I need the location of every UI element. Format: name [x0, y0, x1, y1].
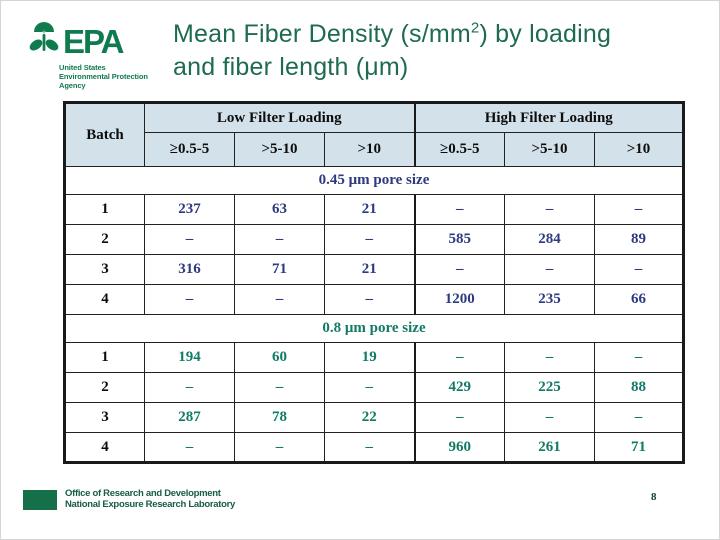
value-cell: 22	[323, 402, 416, 433]
batch-cell: 1	[64, 194, 145, 225]
value-cell: 1200	[413, 284, 506, 315]
value-cell: –	[594, 194, 685, 225]
title-line1-post: ) by loading	[479, 20, 612, 48]
batch-cell: 2	[64, 372, 145, 403]
value-cell: –	[594, 402, 685, 433]
epa-sub-line3: Agency	[59, 81, 86, 90]
value-cell: 194	[144, 342, 235, 373]
value-cell: 66	[594, 284, 685, 315]
value-cell: –	[234, 224, 325, 255]
footer-line1: Office of Research and Development	[65, 488, 221, 499]
batch-cell: 4	[64, 432, 145, 463]
value-cell: 585	[413, 224, 506, 255]
table-row: 1 237 63 21 – – –	[64, 194, 685, 225]
value-cell: 63	[234, 194, 325, 225]
value-cell: 225	[504, 372, 596, 403]
value-cell: 287	[144, 402, 235, 433]
table-row: 3 287 78 22 – – –	[64, 402, 685, 433]
col-header-high-10: >10	[594, 132, 685, 167]
value-cell: 71	[234, 254, 325, 285]
title-line2: and fiber length (μm)	[173, 53, 409, 81]
col-header-high-5-10: >5-10	[504, 132, 596, 167]
high-loading-header: High Filter Loading	[413, 102, 685, 133]
value-cell: –	[323, 432, 416, 463]
pore-size-band-045: 0.45 μm pore size	[63, 166, 685, 195]
title-line1-pre: Mean Fiber Density (s/mm	[173, 20, 471, 48]
batch-cell: 3	[64, 402, 145, 433]
value-cell: –	[504, 342, 596, 373]
value-cell: –	[144, 432, 235, 463]
value-cell: 960	[413, 432, 506, 463]
value-cell: –	[323, 372, 416, 403]
value-cell: 19	[323, 342, 416, 373]
footer-line2: National Exposure Research Laboratory	[65, 499, 235, 511]
table-row: 1 194 60 19 – – –	[64, 342, 685, 373]
table-row: 2 – – – 429 225 88	[64, 372, 685, 403]
value-cell: 235	[504, 284, 596, 315]
value-cell: 237	[144, 194, 235, 225]
value-cell: –	[594, 254, 685, 285]
band-label-045: 0.45 μm pore size	[63, 166, 685, 195]
value-cell: –	[144, 284, 235, 315]
page-number: 8	[651, 491, 657, 503]
value-cell: 316	[144, 254, 235, 285]
value-cell: –	[504, 194, 596, 225]
epa-logo: EPA United States Environmental Protecti…	[27, 21, 148, 90]
col-header-low-5-10: >5-10	[234, 132, 325, 167]
value-cell: –	[594, 342, 685, 373]
value-cell: 261	[504, 432, 596, 463]
batch-column-header: Batch	[64, 102, 145, 167]
epa-logo-text: EPA	[63, 23, 124, 60]
value-cell: 88	[594, 372, 685, 403]
epa-logo-subtext: United States Environmental Protection A…	[59, 63, 148, 90]
value-cell: –	[504, 402, 596, 433]
value-cell: –	[144, 224, 235, 255]
value-cell: 71	[594, 432, 685, 463]
value-cell: 89	[594, 224, 685, 255]
value-cell: –	[144, 372, 235, 403]
epa-sub-line2: Environmental Protection	[59, 72, 148, 81]
value-cell: –	[234, 372, 325, 403]
batch-cell: 1	[64, 342, 145, 373]
footer-green-bar	[23, 490, 57, 510]
value-cell: –	[323, 224, 416, 255]
header-row-ranges: ≥0.5-5 >5-10 >10 ≥0.5-5 >5-10 >10	[65, 132, 685, 167]
table-row: 4 – – – 960 261 71	[64, 432, 685, 463]
batch-cell: 4	[64, 284, 145, 315]
epa-sub-line1: United States	[59, 63, 106, 72]
table-row: 4 – – – 1200 235 66	[64, 284, 685, 315]
batch-cell: 3	[64, 254, 145, 285]
value-cell: –	[413, 402, 506, 433]
value-cell: 78	[234, 402, 325, 433]
value-cell: –	[234, 284, 325, 315]
title-superscript: 2	[470, 19, 480, 37]
value-cell: 429	[413, 372, 506, 403]
band-label-08: 0.8 μm pore size	[63, 314, 685, 343]
table-row: 3 316 71 21 – – –	[64, 254, 685, 285]
col-header-low-0.5-5: ≥0.5-5	[144, 132, 235, 167]
value-cell: –	[323, 284, 416, 315]
col-header-high-0.5-5: ≥0.5-5	[413, 132, 506, 167]
value-cell: 284	[504, 224, 596, 255]
value-cell: –	[413, 254, 506, 285]
value-cell: –	[413, 342, 506, 373]
value-cell: 60	[234, 342, 325, 373]
pore-size-band-08: 0.8 μm pore size	[63, 314, 685, 343]
value-cell: –	[234, 432, 325, 463]
header-row-groups: Batch Low Filter Loading High Filter Loa…	[64, 102, 685, 167]
page-title: Mean Fiber Density (s/mm2) by loading an…	[173, 18, 713, 84]
low-loading-header: Low Filter Loading	[143, 102, 416, 133]
epa-flower-icon	[27, 21, 61, 62]
footer-org-text: Office of Research and Development Natio…	[65, 488, 235, 510]
value-cell: 21	[323, 194, 416, 225]
value-cell: –	[504, 254, 596, 285]
value-cell: 21	[323, 254, 416, 285]
fiber-density-table: Batch Low Filter Loading High Filter Loa…	[63, 101, 686, 464]
batch-cell: 2	[64, 224, 145, 255]
value-cell: –	[413, 194, 506, 225]
col-header-low-10: >10	[323, 132, 416, 167]
table-row: 2 – – – 585 284 89	[64, 224, 685, 255]
